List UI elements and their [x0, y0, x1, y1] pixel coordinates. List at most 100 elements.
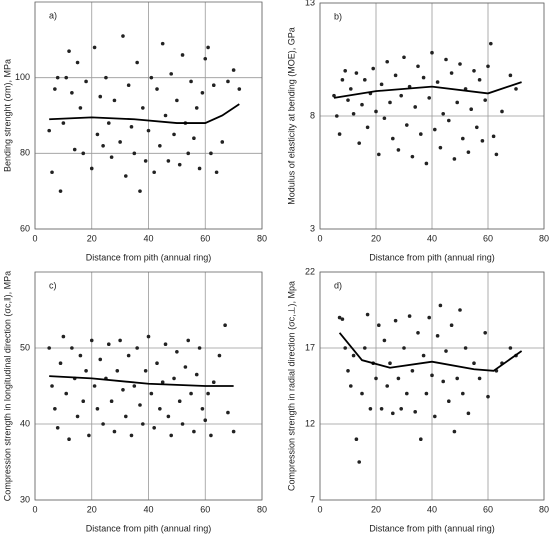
data-point: [231, 429, 236, 434]
data-point: [75, 414, 80, 419]
data-point: [441, 379, 446, 384]
data-point: [61, 121, 66, 125]
data-point: [410, 154, 415, 159]
y-axis-label: Compression strength in longitudinal dir…: [2, 271, 12, 501]
data-point: [163, 342, 168, 347]
data-point: [407, 314, 412, 318]
data-point: [444, 57, 448, 62]
data-point: [508, 346, 513, 350]
y-tick-label: 100: [15, 72, 30, 82]
data-point: [186, 338, 191, 343]
data-point: [197, 166, 202, 171]
data-point: [444, 349, 448, 353]
data-point: [106, 121, 111, 125]
data-point: [416, 64, 420, 69]
y-tick-label: 50: [20, 342, 30, 352]
data-point: [480, 139, 485, 143]
panel-label: b): [334, 11, 342, 21]
data-point: [129, 433, 134, 438]
data-point: [385, 59, 390, 64]
data-point: [466, 150, 471, 154]
data-point: [491, 134, 496, 139]
data-point: [472, 361, 476, 366]
data-point: [391, 411, 395, 416]
data-point: [393, 318, 398, 323]
data-point: [172, 376, 176, 381]
data-point: [132, 151, 137, 156]
data-point: [89, 166, 94, 171]
data-point: [447, 118, 451, 123]
data-point: [351, 353, 356, 358]
data-point: [92, 384, 97, 388]
data-point: [143, 159, 148, 163]
data-point: [435, 80, 440, 84]
data-point: [419, 132, 423, 136]
data-point: [211, 83, 216, 88]
data-point: [129, 125, 134, 129]
data-point: [452, 157, 457, 161]
x-tick-label: 60: [483, 233, 493, 243]
data-point: [335, 114, 339, 118]
data-point: [399, 407, 404, 411]
x-axis-label: Distance from pith (annual ring): [369, 252, 495, 262]
data-point: [158, 143, 162, 148]
x-tick-label: 20: [87, 504, 97, 514]
data-point: [377, 152, 381, 157]
data-point: [477, 376, 482, 381]
data-point: [146, 334, 151, 339]
panel-label: c): [49, 280, 57, 290]
data-point: [177, 399, 182, 404]
data-point: [214, 170, 219, 175]
data-point: [393, 73, 398, 78]
data-point: [155, 87, 159, 91]
data-point: [194, 106, 199, 110]
data-point: [169, 433, 173, 438]
x-axis-label: Distance from pith (annual ring): [86, 523, 212, 533]
x-tick-label: 0: [32, 504, 37, 514]
data-point: [430, 373, 434, 378]
data-point: [349, 87, 353, 91]
y-tick-label: 60: [20, 223, 30, 233]
data-point: [337, 315, 342, 320]
plot-frame: [34, 271, 263, 501]
data-point: [340, 78, 345, 82]
plot-frame: [34, 1, 263, 230]
data-point: [421, 353, 426, 358]
data-point: [124, 414, 128, 419]
x-tick-label: 0: [317, 233, 322, 243]
data-point: [382, 116, 387, 121]
data-point: [115, 369, 120, 373]
data-point: [209, 433, 213, 438]
data-point: [458, 308, 462, 312]
data-point: [138, 403, 142, 407]
data-point: [194, 372, 199, 377]
data-point: [109, 155, 114, 159]
data-point: [357, 460, 362, 464]
data-point: [343, 346, 348, 350]
x-tick-label: 80: [257, 504, 267, 514]
data-point: [500, 109, 504, 114]
data-point: [175, 98, 179, 103]
data-point: [382, 338, 387, 343]
data-point: [365, 312, 370, 317]
data-point: [237, 87, 242, 91]
data-point: [50, 384, 54, 388]
data-point: [514, 87, 518, 91]
data-point: [58, 361, 63, 366]
data-point: [58, 189, 63, 193]
data-point: [374, 376, 378, 381]
data-point: [351, 111, 356, 116]
panel-label: d): [334, 280, 342, 290]
data-point: [377, 323, 381, 328]
data-point: [55, 75, 60, 80]
data-point: [47, 346, 51, 350]
data-point: [124, 174, 128, 178]
data-point: [67, 437, 71, 442]
data-point: [363, 346, 367, 350]
y-tick-label: 80: [20, 148, 30, 158]
data-point: [81, 151, 86, 156]
data-point: [163, 113, 168, 118]
y-tick-label: 8: [310, 110, 315, 120]
data-point: [217, 353, 222, 358]
data-point: [166, 414, 171, 419]
